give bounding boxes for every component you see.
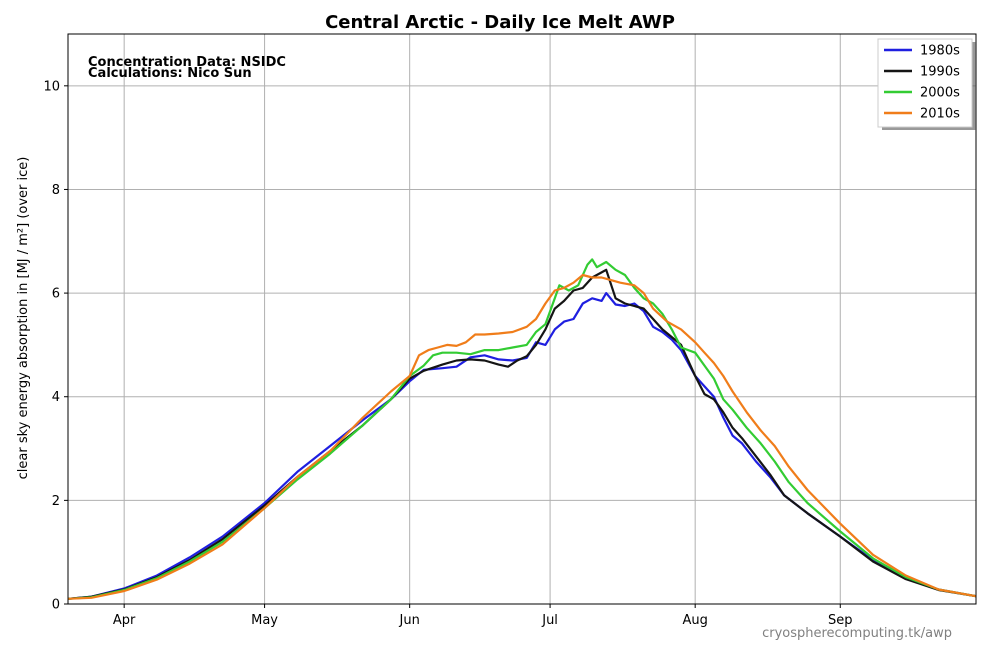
legend-label-1990s: 1990s [920,65,960,80]
y-tick-label: 4 [52,390,60,405]
x-tick-label: Jun [399,613,420,628]
x-tick-label: Aug [682,613,707,628]
legend-label-2010s: 2010s [920,107,960,122]
y-tick-label: 2 [52,494,60,509]
series-layer [67,258,977,600]
x-tick-label: Sep [828,613,853,628]
y-tick-label: 0 [52,598,60,613]
source-watermark: cryospherecomputing.tk/awp [762,626,952,641]
x-tick-label: Apr [113,613,136,628]
x-axis-ticks: Apr May Jun Jul Aug Sep [113,604,853,628]
annotation-calculations: Calculations: Nico Sun [88,66,252,81]
x-tick-label: May [251,613,278,628]
series-line-2010s [67,273,977,600]
grid-lines [68,34,976,605]
y-tick-label: 10 [43,79,60,94]
legend-label-2000s: 2000s [920,86,960,101]
y-axis-ticks: 0 2 4 6 8 10 [43,79,68,613]
x-tick-label: Jul [541,613,558,628]
plot-frame [67,33,977,605]
y-tick-label: 6 [52,287,60,302]
annotation-concentration: Concentration Data: NSIDC [88,55,286,70]
legend: 1980s 1990s 2000s 2010s [877,38,976,130]
y-tick-label: 8 [52,183,60,198]
y-axis-label: clear sky energy absorption in [MJ / m²]… [16,157,31,480]
chart-title: Central Arctic - Daily Ice Melt AWP [325,12,675,33]
legend-label-1980s: 1980s [920,44,960,59]
